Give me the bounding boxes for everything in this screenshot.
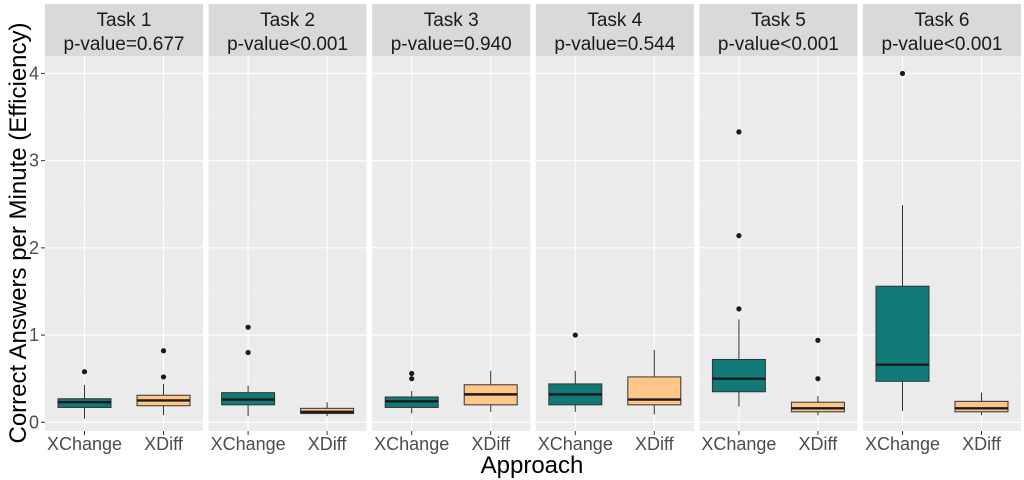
facet-panel-2: Task 2 p-value<0.001 XChange XDiff (208, 4, 367, 454)
facet-p-value: p-value=0.940 (391, 34, 512, 55)
x-tick-label: XChange (374, 434, 449, 454)
box-xdiff (300, 402, 355, 417)
panel-background (45, 56, 203, 431)
box-xdiff (790, 337, 845, 416)
facet-p-value: p-value<0.001 (882, 34, 1003, 55)
box-xchange (221, 324, 276, 417)
outlier-point (736, 233, 742, 239)
x-axis-title: Approach (481, 452, 584, 479)
facet-p-value: p-value=0.677 (64, 34, 185, 55)
facet-strip (699, 4, 858, 56)
facet-panel-6: Task 6 p-value<0.001 XChange XDiff (863, 4, 1021, 454)
box-iqr (790, 401, 845, 413)
outlier-point (572, 332, 578, 338)
facet-panel-5: Task 5 p-value<0.001 XChange XDiff (699, 4, 858, 454)
outlier-point (245, 324, 251, 330)
x-tick-label: XChange (865, 434, 940, 454)
x-tick-label: XDiff (471, 434, 511, 454)
x-tick-label: XDiff (635, 434, 675, 454)
box-xchange (384, 370, 439, 414)
y-tick-label: 2 (29, 238, 39, 258)
x-tick-label: XDiff (308, 434, 348, 454)
facet-panel-4: Task 4 p-value=0.544 XChange XDiff (535, 4, 694, 454)
outlier-point (160, 348, 167, 354)
facet-title: Task 1 (97, 10, 152, 31)
outlier-point (245, 349, 251, 356)
panel-background (535, 56, 694, 431)
x-tick-label: XDiff (962, 434, 1002, 454)
facet-strip (45, 4, 203, 56)
outlier-point (736, 306, 742, 312)
box-xchange (875, 70, 930, 411)
facet-strip (208, 4, 367, 56)
facet-p-value: p-value<0.001 (227, 34, 348, 55)
x-tick-label: XChange (47, 434, 122, 454)
panel-background (208, 56, 367, 431)
outlier-point (160, 374, 167, 380)
outlier-point (409, 370, 415, 377)
box-iqr (711, 358, 766, 393)
facet-strip (535, 4, 694, 56)
outlier-point (409, 376, 415, 382)
y-tick-label: 1 (29, 325, 39, 345)
x-tick-label: XChange (538, 434, 613, 454)
box-xdiff (463, 370, 518, 412)
y-axis: 0 1 2 3 4 (29, 63, 45, 432)
box-iqr (954, 400, 1009, 413)
box-xchange (57, 369, 112, 419)
box-xdiff (136, 348, 191, 416)
box-xdiff (627, 349, 682, 415)
box-xdiff (954, 392, 1009, 416)
outlier-point (815, 337, 821, 343)
facet-p-value: p-value<0.001 (718, 34, 839, 55)
y-tick-label: 0 (29, 412, 39, 432)
box-xchange (548, 332, 603, 412)
x-tick-label: XChange (701, 434, 776, 454)
facet-title: Task 2 (260, 10, 315, 31)
x-tick-label: XDiff (799, 434, 839, 454)
facet-strip (372, 4, 531, 56)
y-axis-title: Correct Answers per Minute (Efficiency) (5, 22, 32, 443)
outlier-point (899, 70, 906, 77)
facet-title: Task 5 (751, 10, 806, 31)
facet-panel-3: Task 3 p-value=0.940 XChange XDiff (372, 4, 531, 454)
panels-layer: Task 1 p-value=0.677 XChange XDiff Task 2 p-v… (45, 4, 1021, 454)
facet-title: Task 6 (915, 10, 970, 31)
box-iqr (875, 285, 930, 382)
y-tick-label: 3 (29, 151, 39, 171)
facet-strip (863, 4, 1021, 56)
facet-p-value: p-value=0.544 (554, 34, 675, 55)
outlier-point (736, 129, 742, 135)
facet-panel-1: Task 1 p-value=0.677 XChange XDiff (45, 4, 203, 454)
outlier-point (81, 369, 88, 375)
x-tick-label: XChange (211, 434, 286, 454)
panel-background (372, 56, 531, 431)
x-tick-label: XDiff (144, 434, 184, 454)
y-tick-label: 4 (29, 63, 39, 83)
facet-title: Task 4 (587, 10, 642, 31)
facet-title: Task 3 (424, 10, 479, 31)
outlier-point (815, 376, 821, 382)
box-xchange (711, 129, 766, 407)
